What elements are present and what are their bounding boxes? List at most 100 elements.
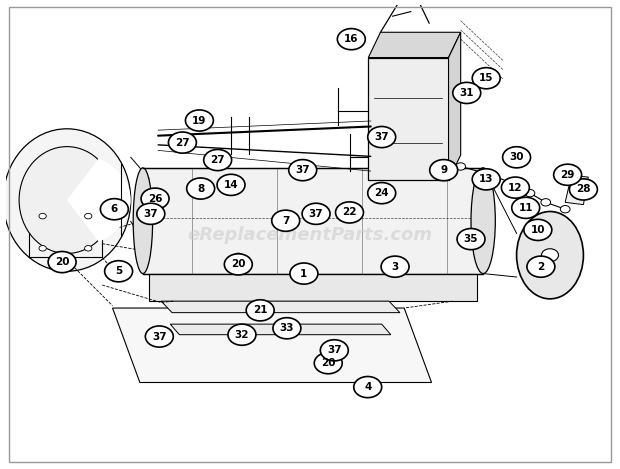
Text: 37: 37: [309, 209, 324, 219]
Text: 35: 35: [464, 234, 478, 244]
Polygon shape: [29, 207, 102, 257]
Circle shape: [84, 213, 92, 219]
Text: 37: 37: [143, 209, 158, 219]
Circle shape: [185, 110, 213, 131]
Text: 14: 14: [224, 180, 238, 190]
Text: 37: 37: [374, 132, 389, 142]
Circle shape: [273, 318, 301, 339]
Text: 37: 37: [295, 165, 310, 175]
Text: 27: 27: [175, 137, 190, 148]
Text: 27: 27: [210, 155, 225, 165]
Circle shape: [48, 251, 76, 272]
Circle shape: [335, 202, 363, 223]
Text: 20: 20: [55, 257, 69, 267]
Circle shape: [169, 132, 197, 153]
Text: 37: 37: [327, 345, 342, 356]
Ellipse shape: [471, 168, 495, 273]
Circle shape: [290, 263, 318, 284]
Text: 10: 10: [531, 225, 545, 235]
Circle shape: [472, 68, 500, 89]
Circle shape: [430, 159, 458, 181]
Text: 29: 29: [560, 170, 575, 180]
Circle shape: [508, 180, 518, 188]
Circle shape: [141, 188, 169, 209]
Text: 6: 6: [111, 204, 118, 214]
Circle shape: [524, 219, 552, 241]
Circle shape: [137, 203, 165, 224]
Circle shape: [224, 254, 252, 275]
Circle shape: [457, 228, 485, 250]
Text: 20: 20: [321, 358, 335, 368]
FancyBboxPatch shape: [143, 168, 483, 273]
Circle shape: [368, 127, 396, 148]
Circle shape: [337, 29, 365, 50]
Wedge shape: [67, 158, 131, 242]
Text: 20: 20: [231, 259, 246, 269]
Text: 8: 8: [197, 183, 204, 194]
Circle shape: [472, 169, 500, 190]
Circle shape: [314, 353, 342, 374]
FancyBboxPatch shape: [149, 273, 477, 301]
Circle shape: [527, 256, 555, 277]
Polygon shape: [565, 176, 588, 204]
Text: 15: 15: [479, 73, 494, 83]
Circle shape: [228, 324, 256, 345]
Circle shape: [354, 377, 382, 398]
Circle shape: [525, 189, 535, 197]
Circle shape: [368, 182, 396, 204]
Text: 12: 12: [508, 182, 523, 193]
Text: 28: 28: [576, 184, 591, 195]
Text: 7: 7: [282, 216, 290, 226]
Circle shape: [321, 340, 348, 361]
Circle shape: [217, 174, 245, 196]
Text: 3: 3: [391, 262, 399, 272]
Circle shape: [569, 179, 598, 200]
Text: 32: 32: [235, 330, 249, 340]
Circle shape: [203, 150, 232, 171]
Circle shape: [246, 300, 274, 321]
Circle shape: [272, 210, 299, 231]
Circle shape: [486, 171, 496, 178]
FancyBboxPatch shape: [368, 58, 448, 180]
Text: 9: 9: [440, 165, 447, 175]
Text: 1: 1: [300, 269, 308, 279]
Ellipse shape: [516, 212, 583, 299]
Ellipse shape: [133, 168, 153, 273]
Circle shape: [512, 197, 539, 219]
Text: 13: 13: [479, 174, 494, 184]
Polygon shape: [368, 32, 461, 58]
Circle shape: [302, 203, 330, 224]
Circle shape: [187, 178, 215, 199]
Circle shape: [503, 147, 531, 168]
Text: 37: 37: [152, 332, 167, 341]
Circle shape: [155, 339, 164, 346]
Circle shape: [145, 326, 173, 347]
Circle shape: [100, 199, 128, 220]
Polygon shape: [161, 301, 400, 313]
Circle shape: [541, 199, 551, 206]
Text: 19: 19: [192, 115, 206, 126]
Circle shape: [560, 205, 570, 213]
Text: 31: 31: [459, 88, 474, 98]
Text: 22: 22: [342, 207, 356, 218]
Ellipse shape: [19, 147, 115, 253]
Text: 16: 16: [344, 34, 358, 44]
Text: 4: 4: [364, 382, 371, 392]
Circle shape: [58, 252, 66, 258]
Circle shape: [502, 177, 529, 198]
Text: 21: 21: [253, 305, 267, 315]
Text: 26: 26: [148, 194, 162, 204]
Text: 24: 24: [374, 188, 389, 198]
Ellipse shape: [3, 129, 131, 271]
Circle shape: [381, 256, 409, 277]
Circle shape: [289, 159, 317, 181]
Text: eReplacementParts.com: eReplacementParts.com: [187, 226, 433, 243]
Circle shape: [456, 163, 466, 170]
Text: 5: 5: [115, 266, 122, 276]
Circle shape: [39, 213, 46, 219]
Circle shape: [554, 164, 582, 185]
Circle shape: [541, 249, 559, 262]
Circle shape: [105, 261, 133, 282]
Circle shape: [84, 246, 92, 251]
Polygon shape: [448, 32, 461, 180]
